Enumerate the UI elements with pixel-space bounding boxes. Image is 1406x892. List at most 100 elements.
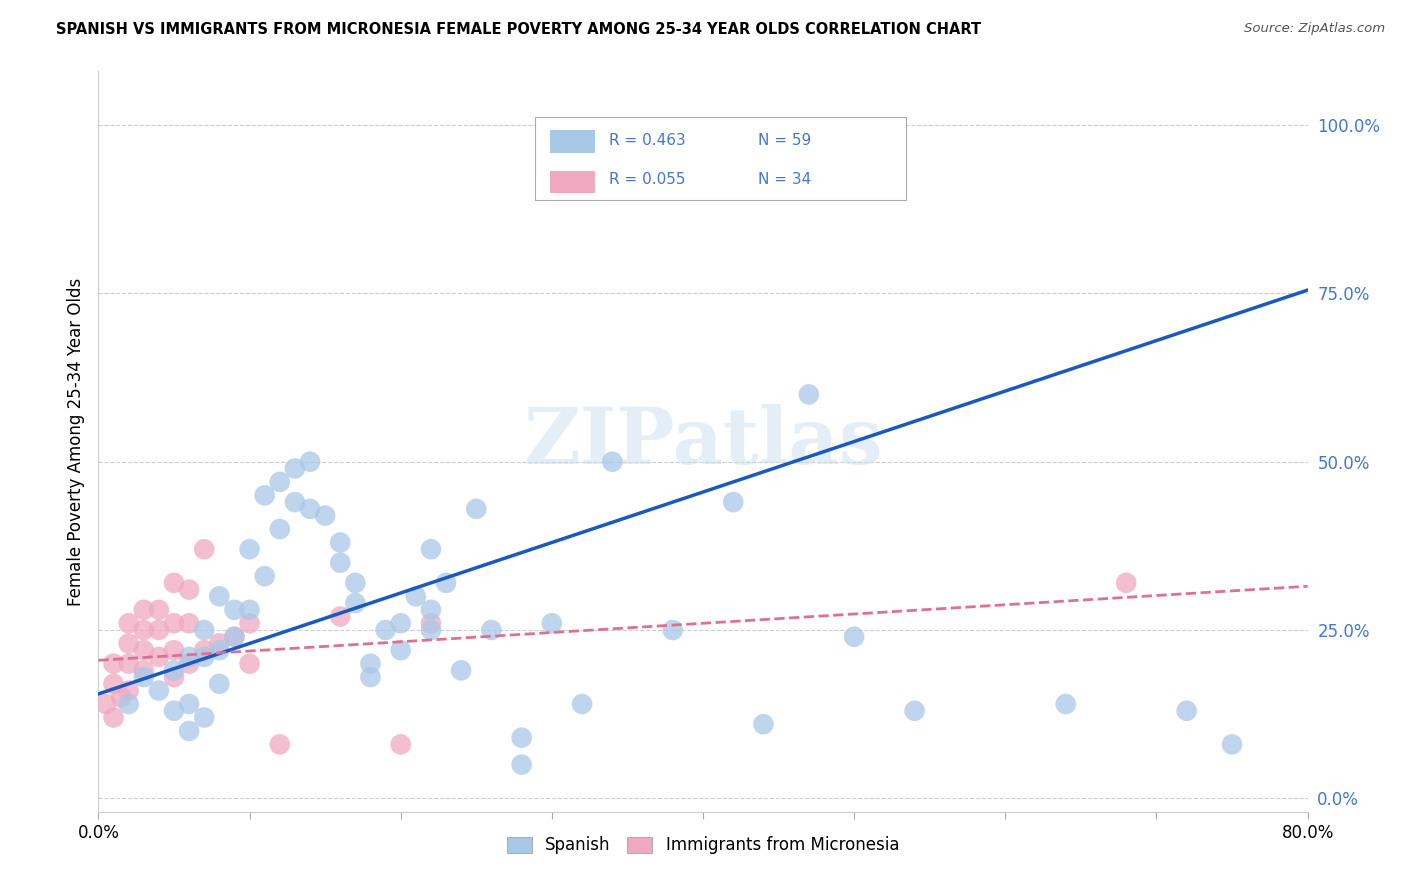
Point <box>132 603 155 617</box>
Point <box>540 616 562 631</box>
Point <box>284 461 307 475</box>
Point <box>103 677 125 691</box>
Point <box>329 609 352 624</box>
Point <box>239 616 262 631</box>
Y-axis label: Female Poverty Among 25-34 Year Olds: Female Poverty Among 25-34 Year Olds <box>66 277 84 606</box>
Point <box>193 710 215 724</box>
Point <box>752 717 775 731</box>
Point <box>193 542 215 557</box>
Point <box>179 697 201 711</box>
Point <box>360 670 382 684</box>
Point <box>208 636 231 650</box>
Text: SPANISH VS IMMIGRANTS FROM MICRONESIA FEMALE POVERTY AMONG 25-34 YEAR OLDS CORRE: SPANISH VS IMMIGRANTS FROM MICRONESIA FE… <box>56 22 981 37</box>
Point <box>571 697 593 711</box>
Point <box>269 738 291 752</box>
Point <box>132 664 155 678</box>
Point <box>118 616 141 631</box>
Point <box>148 623 170 637</box>
Point <box>299 455 322 469</box>
Point <box>434 575 457 590</box>
Point <box>163 670 186 684</box>
Point <box>269 522 291 536</box>
Point <box>163 704 186 718</box>
Point <box>163 643 186 657</box>
Point <box>510 731 533 745</box>
Point <box>118 697 141 711</box>
Point <box>179 723 201 738</box>
Point <box>661 623 683 637</box>
Legend: Spanish, Immigrants from Micronesia: Spanish, Immigrants from Micronesia <box>499 828 907 863</box>
Point <box>224 630 246 644</box>
Point <box>193 623 215 637</box>
Point <box>208 677 231 691</box>
Point <box>450 664 472 678</box>
Text: R = 0.463: R = 0.463 <box>609 133 686 148</box>
Point <box>420 616 443 631</box>
Point <box>208 590 231 604</box>
Point <box>405 590 427 604</box>
Point <box>163 575 186 590</box>
Point <box>420 603 443 617</box>
Point <box>163 664 186 678</box>
Point <box>1175 704 1198 718</box>
Point <box>344 575 367 590</box>
Point <box>723 495 745 509</box>
Point <box>239 542 262 557</box>
Point <box>110 690 132 705</box>
Point <box>94 697 117 711</box>
Point <box>193 643 215 657</box>
Point <box>904 704 927 718</box>
Point <box>374 623 396 637</box>
Point <box>420 542 443 557</box>
Point <box>299 501 322 516</box>
Point <box>179 649 201 664</box>
Point <box>103 657 125 671</box>
Point <box>132 670 155 684</box>
Point <box>1220 738 1243 752</box>
Point <box>239 603 262 617</box>
FancyBboxPatch shape <box>550 130 595 153</box>
Point <box>148 603 170 617</box>
Point <box>844 630 866 644</box>
Text: R = 0.055: R = 0.055 <box>609 171 686 186</box>
Text: Source: ZipAtlas.com: Source: ZipAtlas.com <box>1244 22 1385 36</box>
Point <box>253 488 276 502</box>
Point <box>118 657 141 671</box>
Point <box>269 475 291 489</box>
Point <box>360 657 382 671</box>
Point <box>103 710 125 724</box>
Point <box>253 569 276 583</box>
Point <box>284 495 307 509</box>
Point <box>148 649 170 664</box>
Point <box>389 643 412 657</box>
Text: ZIPatlas: ZIPatlas <box>523 403 883 480</box>
Point <box>193 649 215 664</box>
Point <box>602 455 624 469</box>
Point <box>389 616 412 631</box>
Point <box>797 387 820 401</box>
Point <box>179 616 201 631</box>
Point <box>132 623 155 637</box>
FancyBboxPatch shape <box>550 170 595 194</box>
Point <box>224 630 246 644</box>
Point <box>132 643 155 657</box>
Point <box>179 582 201 597</box>
Text: N = 34: N = 34 <box>758 171 811 186</box>
Point <box>389 738 412 752</box>
Point <box>465 501 488 516</box>
Point <box>1054 697 1077 711</box>
Point <box>344 596 367 610</box>
Point <box>118 683 141 698</box>
Point <box>329 535 352 549</box>
FancyBboxPatch shape <box>536 118 905 200</box>
Point <box>1115 575 1137 590</box>
Point <box>239 657 262 671</box>
Point <box>420 623 443 637</box>
Point <box>179 657 201 671</box>
Text: N = 59: N = 59 <box>758 133 811 148</box>
Point <box>208 643 231 657</box>
Point <box>224 603 246 617</box>
Point <box>163 616 186 631</box>
Point <box>510 757 533 772</box>
Point <box>481 623 503 637</box>
